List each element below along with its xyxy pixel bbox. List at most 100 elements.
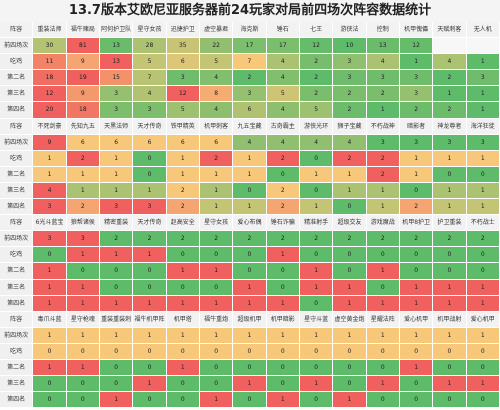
data-cell: 1	[166, 359, 200, 377]
data-cell: 1	[466, 295, 500, 312]
data-cell: 0	[433, 343, 467, 360]
header-cell: 机甲战射	[433, 311, 467, 328]
header-label: 阵容	[0, 22, 34, 39]
data-cell: 3	[399, 70, 434, 87]
data-cell: 1	[333, 166, 367, 183]
data-cell: 1	[33, 295, 67, 312]
data-cell: 1	[33, 327, 67, 344]
data-cell: 2	[366, 150, 400, 167]
data-cell: 5	[299, 102, 334, 119]
data-cell: 0	[399, 247, 434, 264]
data-cell: 5	[266, 86, 300, 103]
row-label: 第三名	[0, 182, 34, 200]
data-cell: 0	[466, 263, 500, 280]
data-cell: 1	[266, 392, 300, 409]
data-cell: 1	[99, 327, 134, 344]
data-cell: 2	[266, 150, 300, 167]
data-cell: 0	[433, 392, 467, 409]
data-cell: 1	[366, 199, 400, 216]
data-cell: 1	[433, 86, 467, 103]
header-cell: 虚空黄金炮	[333, 311, 367, 328]
data-cell: 1	[233, 279, 267, 296]
data-cell: 6	[133, 134, 167, 151]
table-row: 吃鸡 0 0 0 0 0 0 0 0 0 0 0 0 0 0	[0, 343, 500, 360]
data-cell	[466, 38, 500, 55]
header-cell: 福牛赌局	[66, 22, 100, 39]
data-cell: 3	[333, 70, 367, 87]
data-cell: 0	[299, 247, 334, 264]
header-cell: 爱心机甲	[399, 311, 434, 328]
data-cell: 1	[399, 166, 434, 183]
data-cell: 0	[333, 376, 367, 393]
data-cell: 0	[266, 279, 300, 296]
data-cell: 2	[299, 231, 334, 248]
data-cell: 0	[33, 343, 67, 360]
data-cell: 9	[33, 134, 67, 151]
data-cell: 1	[99, 182, 134, 200]
data-cell: 0	[399, 343, 434, 360]
data-cell: 1	[333, 295, 367, 312]
header-cell: 无人机	[466, 22, 500, 39]
data-cell: 2	[366, 231, 400, 248]
data-cell: 1	[399, 279, 434, 296]
data-cell: 6	[166, 54, 200, 71]
data-cell: 13	[366, 38, 400, 55]
header-cell: 天黑法师	[99, 118, 134, 135]
table-row: 第四名 0 0 1 0 0 1 0 1 0 1 0 0 0 0	[0, 392, 500, 409]
data-cell: 3	[466, 134, 500, 151]
data-cell: 0	[133, 150, 167, 167]
data-cell: 1	[199, 199, 234, 216]
data-cell: 1	[66, 327, 100, 344]
data-cell: 1	[466, 279, 500, 296]
header-cell: 星守女孩	[133, 22, 167, 39]
data-cell: 2	[299, 86, 334, 103]
data-cell: 0	[166, 343, 200, 360]
header-cell: 不朽战神	[366, 118, 400, 135]
header-cell: 星守斗蓝	[299, 311, 334, 328]
data-cell: 2	[299, 70, 334, 87]
data-cell: 2	[333, 231, 367, 248]
data-cell: 1	[233, 295, 267, 312]
data-cell: 12	[166, 86, 200, 103]
row-label: 前四场次	[0, 231, 34, 248]
data-cell: 0	[433, 263, 467, 280]
data-cell: 1	[366, 102, 400, 119]
data-cell: 2	[399, 199, 434, 216]
data-cell: 0	[299, 295, 334, 312]
table-row: 第四名 1 1 1 1 1 1 1 1 0 1 1 1 1 1	[0, 295, 500, 312]
data-cell: 1	[299, 199, 334, 216]
data-cell: 6	[166, 134, 200, 151]
data-cell: 0	[266, 166, 300, 183]
data-cell: 0	[199, 343, 234, 360]
header-cell: 神龙尊者	[433, 118, 467, 135]
data-cell: 1	[66, 182, 100, 200]
data-cell: 1	[66, 247, 100, 264]
header-cell: 游戏魔战	[366, 215, 400, 232]
header-cell: 控制	[366, 22, 400, 39]
data-cell: 1	[66, 295, 100, 312]
data-cell: 1	[199, 166, 234, 183]
row-label: 前四场次	[0, 327, 34, 344]
header-cell: 超级交友	[333, 215, 367, 232]
data-cell: 1	[299, 166, 334, 183]
data-cell: 4	[133, 86, 167, 103]
data-cell: 0	[333, 359, 367, 377]
row-label: 第四名	[0, 199, 34, 216]
data-cell: 0	[99, 263, 134, 280]
data-cell: 1	[466, 376, 500, 393]
table-row: 第二名 1 0 0 0 1 1 0 0 1 0 1 0 0 0	[0, 263, 500, 280]
header-cell: 重装重装刺	[99, 311, 134, 328]
data-cell: 0	[99, 279, 134, 296]
data-cell: 3	[66, 231, 100, 248]
data-cell: 1	[199, 182, 234, 200]
data-cell: 3	[399, 134, 434, 151]
data-cell: 13	[99, 38, 134, 55]
data-cell: 2	[399, 231, 434, 248]
data-cell: 0	[66, 263, 100, 280]
header-label: 阵容	[0, 215, 34, 232]
data-cell: 2	[166, 231, 200, 248]
data-cell: 2	[366, 86, 400, 103]
data-cell: 12	[299, 38, 334, 55]
header-cell: 精准射手	[299, 215, 334, 232]
table-row: 第二名 1 1 0 0 1 0 0 0 0 0 0 1 0 0	[0, 359, 500, 377]
